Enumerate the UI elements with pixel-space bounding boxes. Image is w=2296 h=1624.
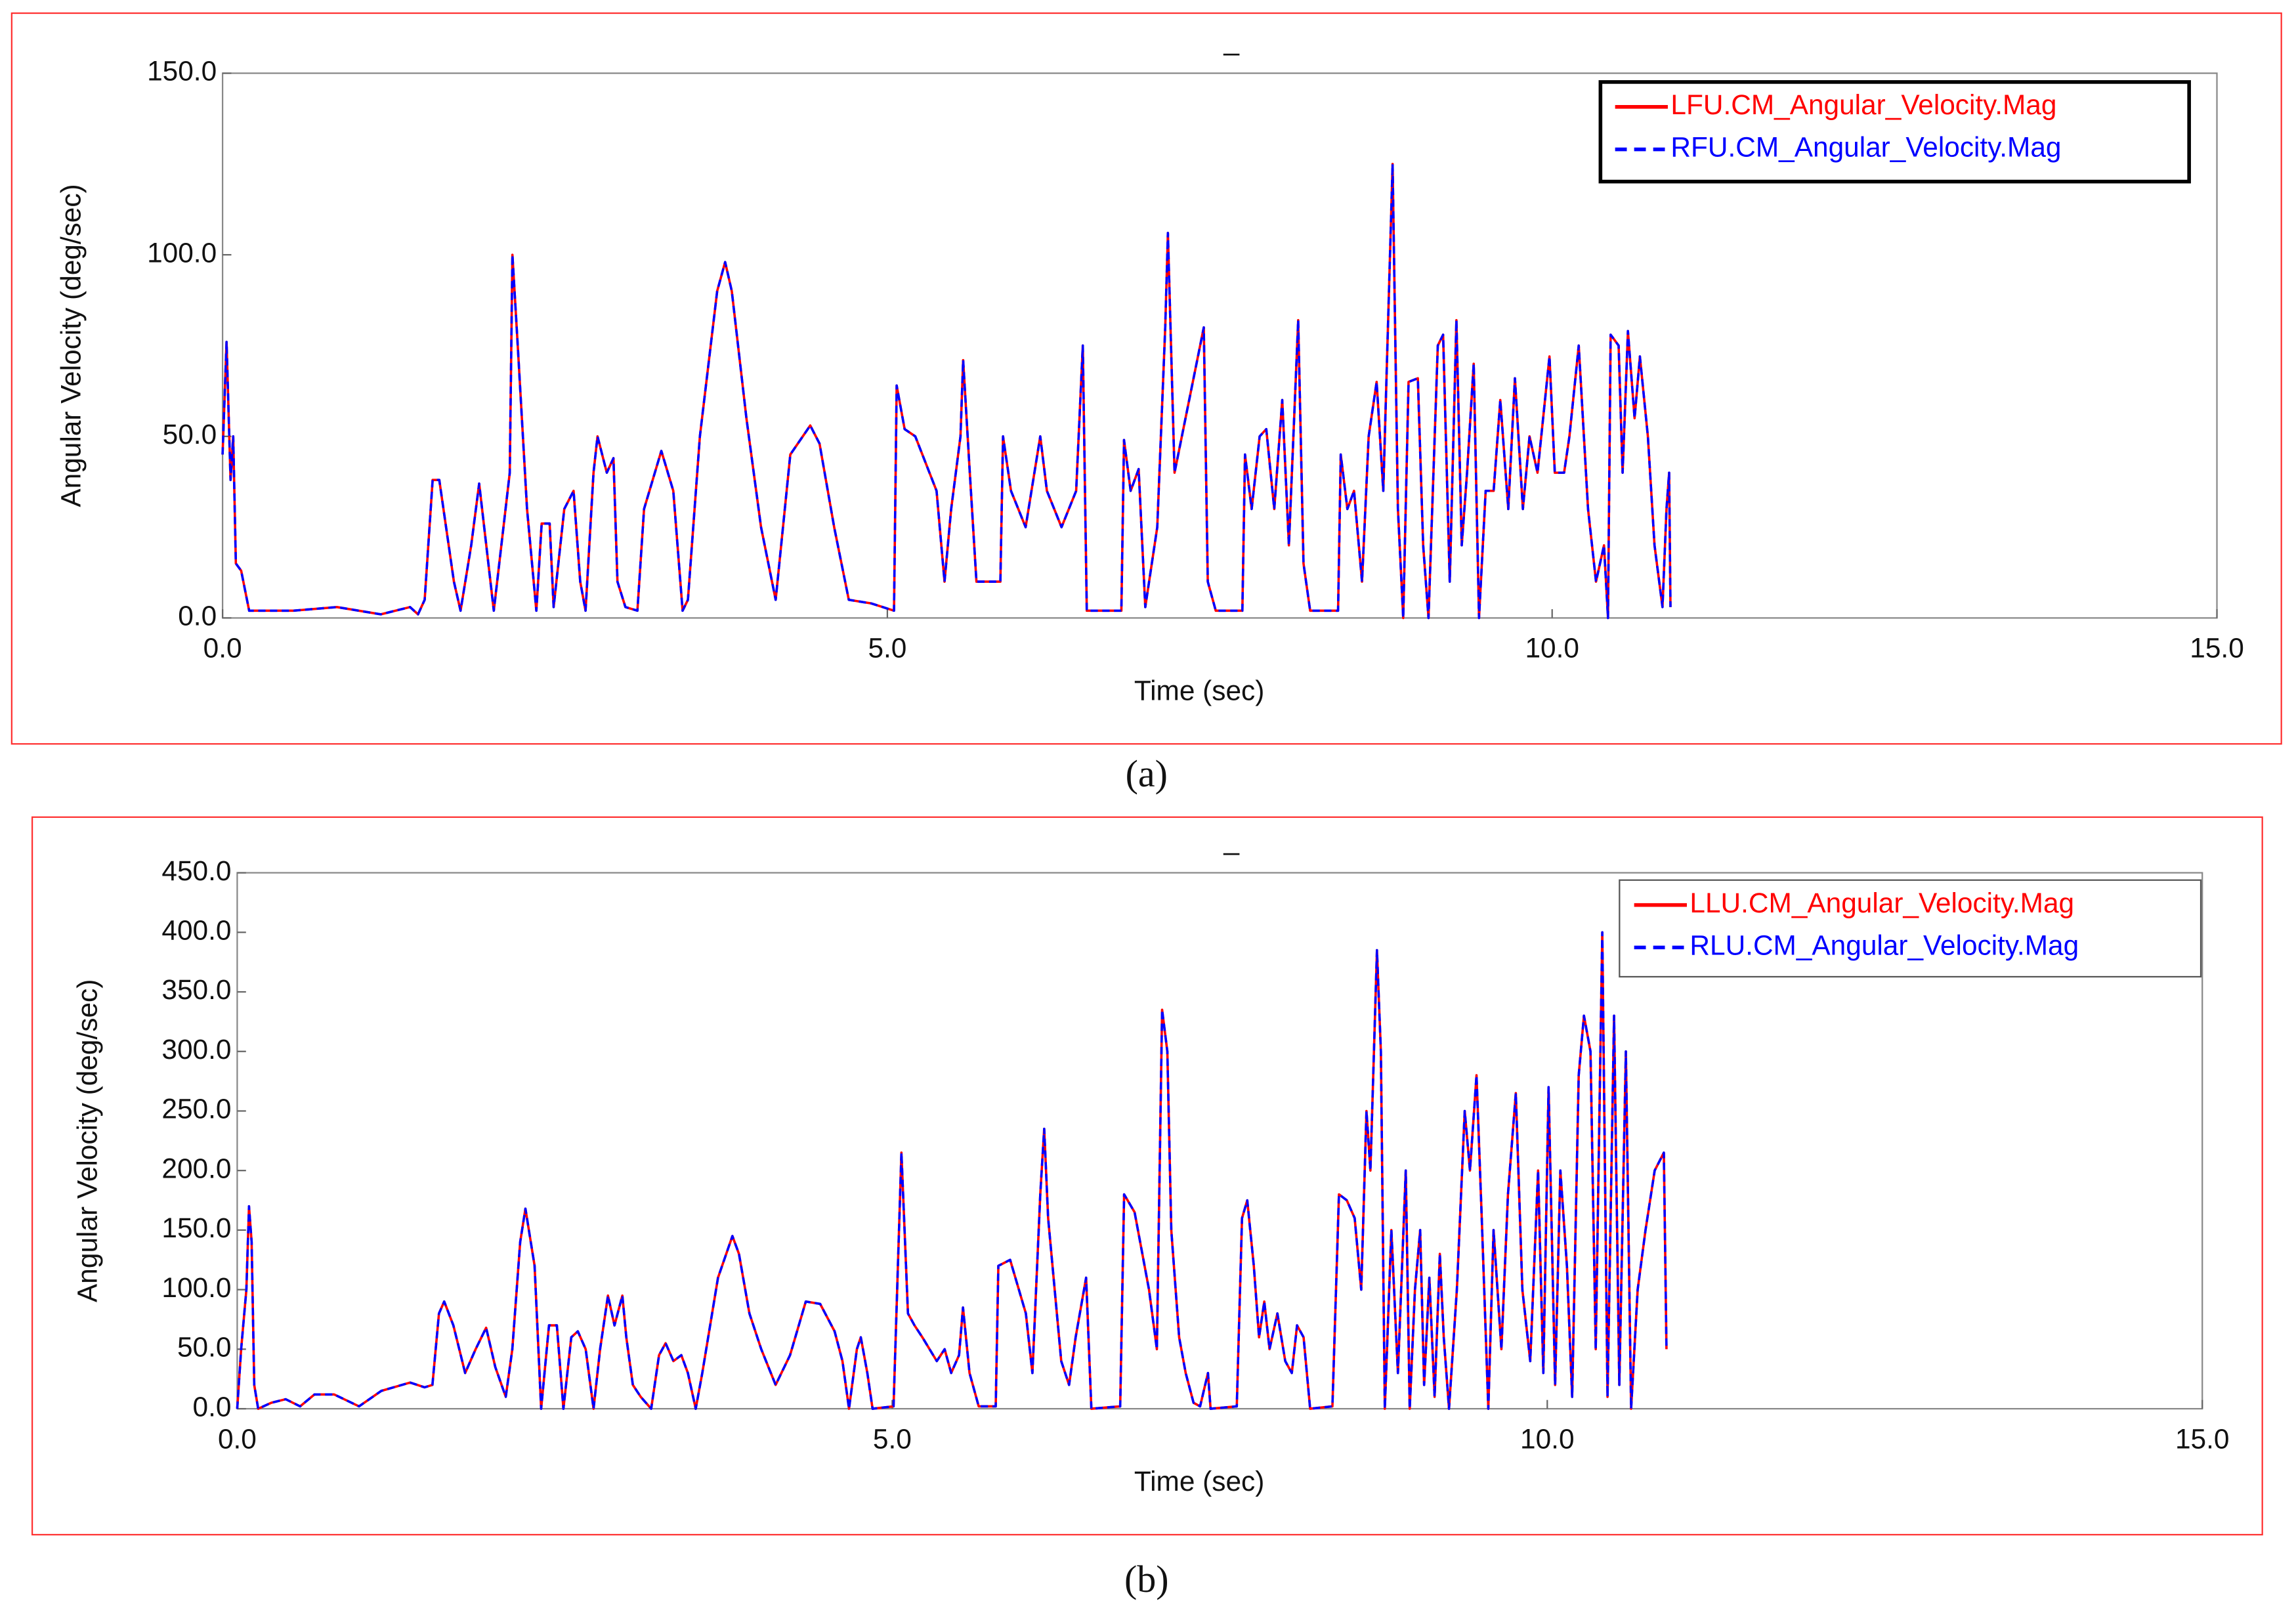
caption: (b) (1124, 1558, 1169, 1600)
x-tick-label: 0.0 (218, 1423, 257, 1454)
y-tick-label: 150.0 (161, 1212, 231, 1243)
y-axis-label: Angular Velocity (deg/sec) (72, 979, 102, 1302)
y-axis-label: Angular Velocity (deg/sec) (56, 184, 87, 507)
y-tick-label: 100.0 (161, 1272, 231, 1303)
y-tick-label: 100.0 (147, 237, 217, 268)
y-tick-label: 50.0 (163, 419, 217, 450)
x-tick-label: 5.0 (868, 633, 906, 664)
legend-label: LFU.CM_Angular_Velocity.Mag (1670, 89, 2056, 120)
data-line (236, 931, 1668, 1410)
x-tick-label: 15.0 (2190, 633, 2243, 664)
legend-box (1598, 80, 2191, 184)
x-tick-label: 5.0 (873, 1423, 912, 1454)
x-axis-label: Time (sec) (1134, 675, 1265, 706)
plot-frame (221, 72, 2218, 619)
y-tick-label: 50.0 (177, 1332, 231, 1363)
legend-label: RLU.CM_Angular_Velocity.Mag (1690, 930, 2079, 961)
data-line (221, 163, 1672, 620)
y-tick-label: 450.0 (161, 855, 231, 886)
x-tick-label: 10.0 (1525, 633, 1579, 664)
y-tick-label: 400.0 (161, 914, 231, 945)
caption: (a) (1126, 752, 1168, 795)
legend-box (1619, 879, 2202, 978)
y-tick-label: 0.0 (178, 601, 217, 631)
legend-label: RFU.CM_Angular_Velocity.Mag (1670, 132, 2061, 163)
x-axis-label: Time (sec) (1134, 1466, 1265, 1497)
y-tick-label: 200.0 (161, 1153, 231, 1184)
legend-label: LLU.CM_Angular_Velocity.Mag (1690, 887, 2074, 918)
y-tick-label: 250.0 (161, 1094, 231, 1124)
chart-title: _ (1223, 25, 1240, 56)
y-tick-label: 0.0 (193, 1391, 232, 1422)
x-tick-label: 0.0 (203, 633, 242, 664)
x-tick-label: 10.0 (1520, 1423, 1574, 1454)
x-tick-label: 15.0 (2175, 1423, 2229, 1454)
chart-title: _ (1223, 824, 1240, 855)
y-tick-label: 300.0 (161, 1034, 231, 1065)
y-tick-label: 350.0 (161, 974, 231, 1005)
y-tick-label: 150.0 (147, 56, 217, 87)
